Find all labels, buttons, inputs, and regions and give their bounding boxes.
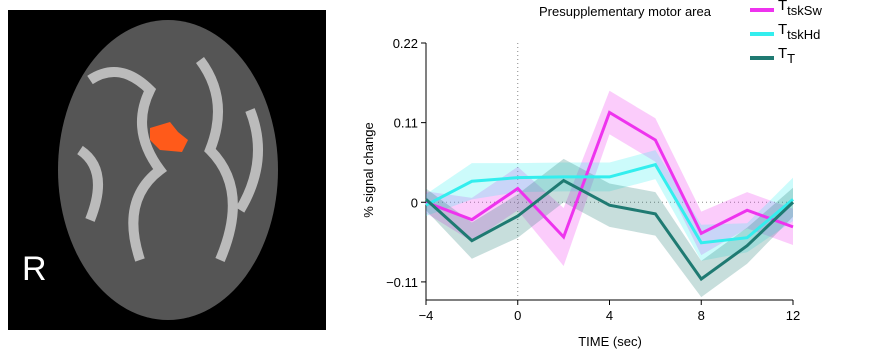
legend-name: T [778,45,787,62]
x-tick-label: 12 [786,308,800,323]
x-tick-label: 8 [698,308,705,323]
brain-panel: R [8,10,326,330]
page: R Presupplementary motor area TIME (sec)… [0,0,878,359]
x-axis-label: TIME (sec) [578,334,642,349]
y-tick-label: 0 [411,195,418,210]
legend-label: TtskHd [778,21,820,42]
legend-name: T [778,0,787,14]
legend-label: TtskSw [778,0,822,18]
chart-title: Presupplementary motor area [539,4,712,19]
y-axis-label: % signal change [361,122,376,217]
y-tick-label: −0.11 [386,275,418,290]
y-tick-label: 0.22 [393,36,418,51]
x-tick-label: −4 [419,308,434,323]
x-tick-label: 0 [514,308,521,323]
x-tick-label: 4 [606,308,613,323]
legend-label: TT [778,45,795,66]
legend-subscript: T [787,51,795,66]
panel-label: R [22,250,47,288]
legend-subscript: tskSw [787,3,822,18]
y-tick-label: 0.11 [394,116,418,131]
legend-name: T [778,21,787,38]
figure: R Presupplementary motor area TIME (sec)… [0,0,878,354]
legend-subscript: tskHd [787,27,820,42]
